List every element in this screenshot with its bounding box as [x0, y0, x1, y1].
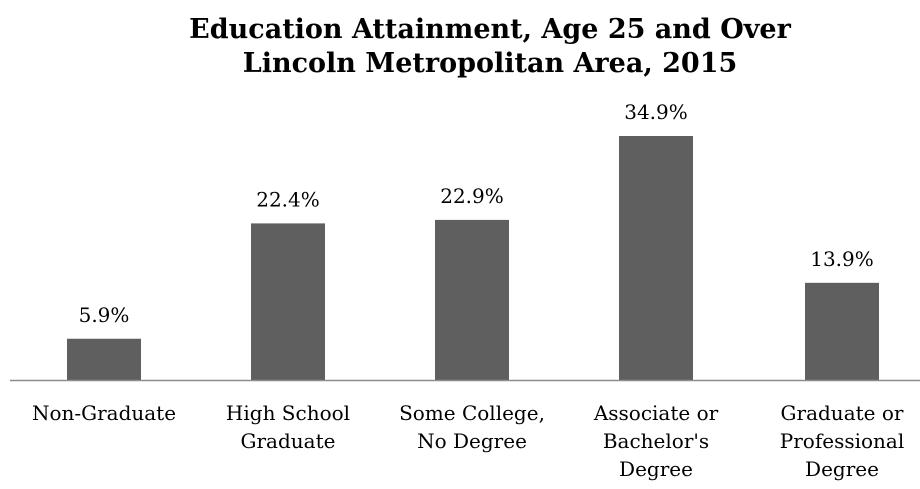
category-label-3-line-2: Degree: [619, 457, 693, 481]
category-label-4-line-2: Degree: [805, 457, 879, 481]
bar-4: [805, 282, 879, 380]
category-label-2-line-1: No Degree: [417, 429, 527, 453]
category-labels-group: Non-Graduate High School Graduate Some Coll…: [32, 401, 904, 481]
bar-1: [251, 223, 325, 380]
value-label-0: 5.9%: [79, 303, 130, 327]
category-label-1-line-0: High School: [226, 401, 350, 425]
bar-3: [619, 136, 693, 380]
bar-2: [435, 219, 509, 380]
chart-title-block: Education Attainment, Age 25 and Over Li…: [0, 13, 920, 81]
category-label-4-line-0: Graduate or: [781, 401, 904, 425]
chart-subtitle: Lincoln Metropolitan Area, 2015: [242, 48, 738, 79]
category-label-0: Non-Graduate: [32, 401, 176, 425]
category-label-2: Some College, No Degree: [399, 401, 545, 453]
category-label-0-line-0: Non-Graduate: [32, 401, 176, 425]
category-label-1: High School Graduate: [226, 401, 350, 453]
category-label-3-line-1: Bachelor's: [603, 429, 709, 453]
value-labels-group: 5.9% 22.4% 22.9% 34.9% 13.9%: [79, 100, 874, 327]
value-label-3: 34.9%: [624, 100, 688, 124]
value-label-1: 22.4%: [256, 187, 320, 211]
value-label-4: 13.9%: [810, 247, 874, 271]
bar-0: [67, 338, 141, 380]
category-label-3: Associate or Bachelor's Degree: [593, 401, 719, 481]
value-label-2: 22.9%: [440, 184, 504, 208]
bars-group: [67, 136, 879, 380]
chart-title: Education Attainment, Age 25 and Over: [189, 14, 791, 45]
category-label-4: Graduate or Professional Degree: [780, 401, 904, 481]
category-label-3-line-0: Associate or: [593, 401, 719, 425]
category-label-1-line-1: Graduate: [241, 429, 336, 453]
category-label-4-line-1: Professional: [780, 429, 904, 453]
category-label-2-line-0: Some College,: [399, 401, 545, 425]
